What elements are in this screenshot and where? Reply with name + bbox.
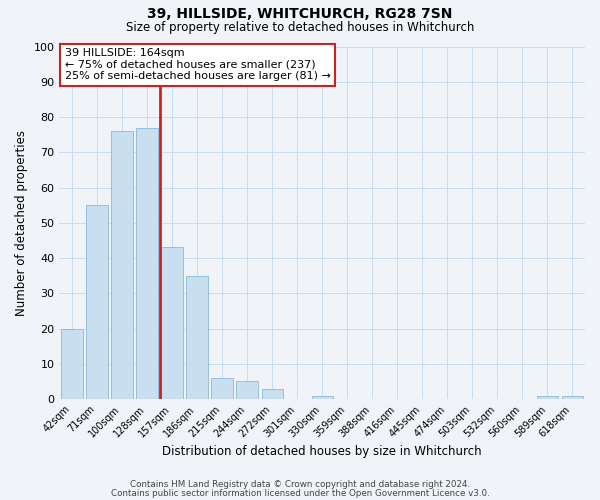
Text: 39, HILLSIDE, WHITCHURCH, RG28 7SN: 39, HILLSIDE, WHITCHURCH, RG28 7SN (148, 8, 452, 22)
Bar (136, 128, 158, 399)
Bar (187, 276, 208, 399)
Text: 39 HILLSIDE: 164sqm
← 75% of detached houses are smaller (237)
25% of semi-detac: 39 HILLSIDE: 164sqm ← 75% of detached ho… (65, 48, 331, 82)
Text: Contains HM Land Registry data © Crown copyright and database right 2024.: Contains HM Land Registry data © Crown c… (130, 480, 470, 489)
Bar (236, 382, 258, 399)
Text: Size of property relative to detached houses in Whitchurch: Size of property relative to detached ho… (126, 21, 474, 34)
Bar (86, 205, 107, 399)
Bar (537, 396, 558, 399)
Bar (211, 378, 233, 399)
Bar (161, 248, 182, 399)
X-axis label: Distribution of detached houses by size in Whitchurch: Distribution of detached houses by size … (163, 444, 482, 458)
Bar (262, 388, 283, 399)
Bar (112, 131, 133, 399)
Y-axis label: Number of detached properties: Number of detached properties (15, 130, 28, 316)
Text: Contains public sector information licensed under the Open Government Licence v3: Contains public sector information licen… (110, 489, 490, 498)
Bar (61, 328, 83, 399)
Bar (311, 396, 333, 399)
Bar (562, 396, 583, 399)
